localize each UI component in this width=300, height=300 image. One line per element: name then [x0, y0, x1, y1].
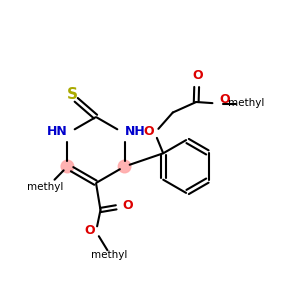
Text: NH: NH [125, 124, 146, 138]
Circle shape [118, 160, 131, 173]
Text: O: O [219, 93, 230, 106]
Circle shape [61, 160, 74, 173]
Text: O: O [192, 69, 203, 82]
Text: S: S [67, 87, 78, 102]
Text: O: O [84, 224, 95, 238]
Text: methyl: methyl [91, 250, 127, 260]
Text: HN: HN [46, 124, 67, 138]
Text: O: O [123, 199, 134, 212]
Text: O: O [143, 125, 154, 138]
Text: methyl: methyl [27, 182, 64, 193]
Text: methyl: methyl [228, 98, 264, 109]
